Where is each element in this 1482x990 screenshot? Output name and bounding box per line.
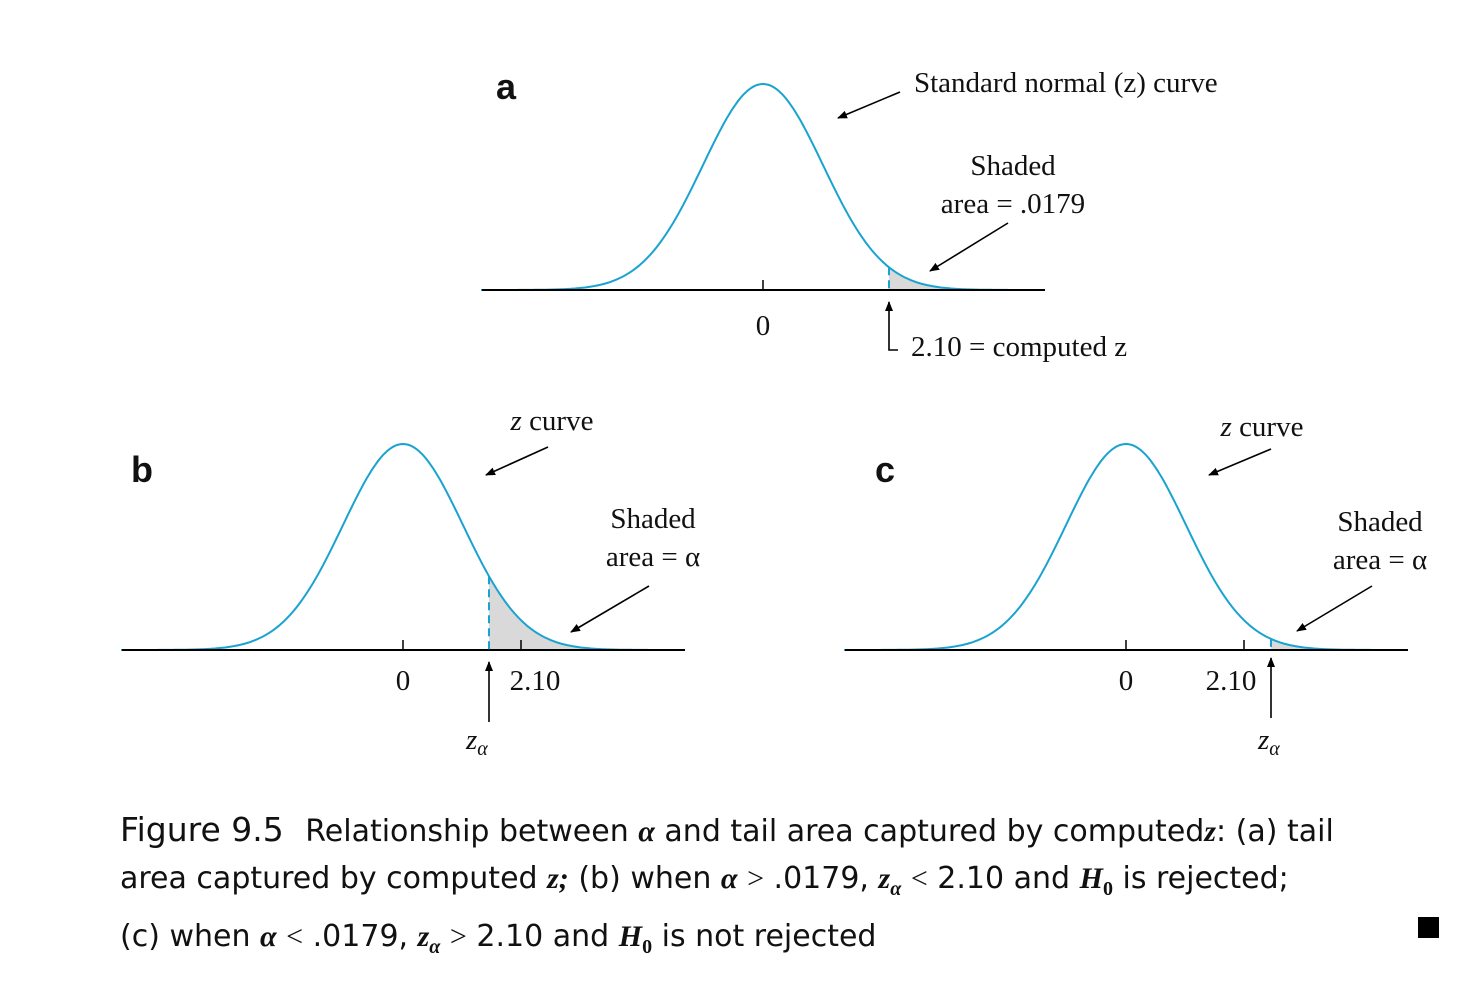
panel-c: c 0 2.10 z curve Shaded area = α zα <box>844 411 1427 760</box>
caption-text: area captured by computed <box>120 861 538 896</box>
panel-c-shaded-pointer <box>1296 585 1373 632</box>
caption-h0: H0 <box>1079 862 1113 900</box>
caption-text: (b) when <box>578 861 712 896</box>
panel-a-computed-z-pointer <box>885 301 898 351</box>
panel-b: b 0 2.10 z curve Shaded area = α zα <box>121 405 700 760</box>
panel-c-normal-curve <box>844 442 1408 651</box>
panel-b-2-10-label: 2.10 <box>510 665 561 697</box>
end-of-example-marker <box>1418 917 1439 938</box>
caption-line-1: Figure 9.5 Relationship between α and ta… <box>120 806 1380 855</box>
caption-h0: H0 <box>618 920 653 958</box>
panel-b-curve-label-z: z <box>510 405 522 437</box>
panel-b-z-alpha-label: zα <box>465 724 488 760</box>
panel-b-curve-pointer <box>485 446 549 476</box>
caption-z: z <box>1204 815 1217 848</box>
panel-b-curve-label: z curve <box>510 405 594 437</box>
caption-text: is rejected; <box>1122 861 1289 896</box>
panel-b-curve-label-text: curve <box>522 405 594 437</box>
panel-a-shaded-pointer <box>929 222 1009 272</box>
caption-z-alpha: zα <box>878 862 902 900</box>
panel-c-shaded-label-line2: area = α <box>1333 544 1427 576</box>
caption-operator: < <box>286 920 304 953</box>
panel-a-computed-z-label: 2.10 = computed z <box>911 331 1127 363</box>
caption-alpha: α <box>720 862 738 895</box>
panel-b-shaded-tail <box>489 576 685 650</box>
panel-c-zero-label: 0 <box>1119 665 1134 697</box>
panel-c-shaded-tail <box>1271 638 1408 650</box>
caption-operator: < <box>910 862 928 895</box>
caption-operator: > <box>747 862 764 895</box>
panel-b-shaded-pointer <box>570 585 650 633</box>
caption-text: and tail area captured by computed <box>664 814 1205 849</box>
panel-c-curve-label-z: z <box>1220 411 1232 443</box>
panel-b-zero-label: 0 <box>396 665 411 697</box>
caption-z: z; <box>547 862 569 895</box>
panel-a: a 0 Standard normal (z) curve Shaded are… <box>481 66 1218 363</box>
panel-a-shaded-label-line1: Shaded <box>970 150 1056 182</box>
panel-c-shaded-label-line1: Shaded <box>1337 506 1423 538</box>
panel-c-z-alpha-label: zα <box>1257 724 1280 760</box>
figure-diagram: a 0 Standard normal (z) curve Shaded are… <box>121 66 1427 760</box>
panel-a-zero-label: 0 <box>756 310 771 342</box>
caption-text: .0179, <box>773 861 869 896</box>
panel-c-curve-pointer <box>1208 448 1272 476</box>
panel-a-shaded-label-line2: area = .0179 <box>941 188 1085 220</box>
caption-line-2: area captured by computed z; (b) when α … <box>120 855 1380 913</box>
panel-c-curve-label: z curve <box>1220 411 1304 443</box>
caption-z-alpha: zα <box>417 920 441 958</box>
caption-operator: > <box>449 920 467 953</box>
caption-text: : (a) tail <box>1216 814 1334 849</box>
caption-line-3: (c) when α < .0179, zα > 2.10 and H0 is … <box>120 913 1380 971</box>
caption-text: 2.10 and <box>476 919 610 954</box>
caption-text: Relationship between <box>305 814 629 849</box>
caption-text: .0179, <box>312 919 409 954</box>
panel-c-letter: c <box>875 449 895 490</box>
caption-alpha: α <box>260 920 277 953</box>
caption-text: 2.10 and <box>937 861 1071 896</box>
panel-c-2-10-label: 2.10 <box>1206 665 1257 697</box>
panel-b-shaded-label-line1: Shaded <box>610 503 696 535</box>
panel-a-curve-label: Standard normal (z) curve <box>914 67 1218 99</box>
caption-text: is not rejected <box>661 919 877 954</box>
panel-a-letter: a <box>496 66 517 107</box>
panel-c-curve-label-text: curve <box>1232 411 1304 443</box>
panel-b-letter: b <box>131 449 153 490</box>
caption-alpha: α <box>638 815 655 848</box>
panel-a-curve-pointer <box>837 91 901 119</box>
panel-b-normal-curve <box>121 442 685 651</box>
panel-a-normal-curve <box>481 82 1045 291</box>
panel-a-shaded-tail <box>889 267 1045 290</box>
figure-caption: Figure 9.5 Relationship between α and ta… <box>120 806 1380 971</box>
caption-text: (c) when <box>120 919 251 954</box>
figure-number: Figure 9.5 <box>120 810 284 849</box>
panel-b-shaded-label-line2: area = α <box>606 541 700 573</box>
